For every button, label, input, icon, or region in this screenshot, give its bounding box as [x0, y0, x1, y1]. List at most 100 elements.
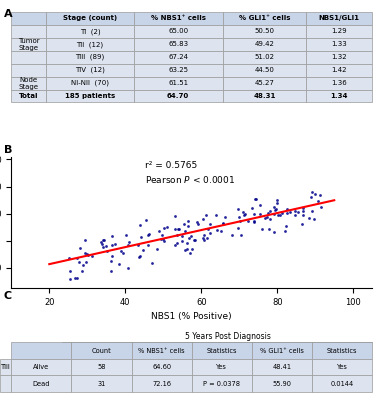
Point — [174, 240, 180, 246]
Point — [262, 215, 268, 222]
Point — [123, 231, 129, 238]
Point — [173, 242, 179, 248]
Point — [272, 207, 278, 214]
Point — [201, 236, 207, 243]
Point — [311, 216, 317, 222]
Point — [85, 252, 91, 258]
Point — [135, 242, 141, 248]
Point — [214, 227, 220, 234]
Point — [271, 210, 277, 217]
Point — [252, 196, 258, 202]
Point — [143, 217, 149, 223]
Point — [271, 204, 277, 210]
Point — [242, 211, 248, 218]
Point — [284, 210, 290, 216]
X-axis label: NBS1 (% Positive): NBS1 (% Positive) — [152, 312, 232, 321]
Point — [192, 237, 198, 244]
Point — [300, 212, 306, 218]
Point — [100, 236, 106, 243]
Point — [306, 214, 312, 221]
Point — [137, 253, 143, 259]
Point — [238, 231, 244, 238]
Point — [112, 241, 118, 248]
Point — [273, 206, 279, 213]
Point — [160, 235, 166, 242]
Point — [159, 232, 165, 238]
Point — [185, 218, 191, 224]
Point — [116, 260, 122, 267]
Point — [188, 232, 194, 239]
Point — [104, 247, 110, 254]
Point — [282, 228, 288, 234]
Point — [200, 232, 206, 238]
Point — [184, 240, 190, 246]
Point — [179, 233, 185, 239]
Point — [89, 252, 95, 259]
Point — [200, 216, 206, 222]
Point — [266, 226, 272, 232]
Point — [274, 196, 280, 203]
Point — [99, 241, 105, 248]
Point — [187, 249, 193, 256]
Point — [179, 238, 185, 245]
Point — [67, 268, 73, 274]
Text: A: A — [4, 9, 12, 19]
Point — [82, 237, 88, 244]
Point — [76, 259, 82, 266]
Point — [156, 228, 162, 234]
Point — [277, 212, 284, 218]
Point — [308, 194, 314, 200]
Point — [315, 198, 321, 204]
Text: 5 Years Post Diagnosis: 5 Years Post Diagnosis — [185, 332, 271, 341]
Point — [99, 239, 105, 245]
Point — [83, 259, 89, 266]
Point — [294, 209, 300, 216]
Point — [265, 210, 271, 216]
Text: C: C — [4, 291, 12, 301]
Point — [140, 247, 146, 253]
Point — [67, 275, 73, 282]
Point — [237, 218, 243, 224]
Point — [125, 264, 131, 271]
Point — [146, 231, 152, 237]
Point — [185, 222, 191, 229]
Point — [173, 226, 179, 232]
Point — [100, 244, 106, 250]
Point — [240, 209, 246, 216]
Point — [126, 239, 132, 245]
Point — [222, 214, 228, 220]
Point — [309, 189, 315, 195]
Point — [184, 246, 190, 252]
Point — [267, 216, 273, 222]
Point — [271, 229, 277, 235]
Point — [287, 208, 293, 215]
Point — [251, 218, 257, 224]
Point — [291, 208, 297, 214]
Point — [245, 218, 251, 224]
Point — [103, 243, 109, 250]
Point — [300, 205, 306, 212]
Point — [72, 275, 78, 282]
Point — [138, 234, 144, 240]
Point — [318, 204, 324, 211]
Point — [109, 252, 115, 259]
Text: r² = 0.5765: r² = 0.5765 — [145, 161, 197, 170]
Point — [191, 237, 197, 243]
Point — [66, 254, 72, 261]
Point — [186, 235, 192, 242]
Point — [77, 245, 83, 252]
Point — [249, 205, 255, 212]
Point — [229, 232, 235, 238]
Point — [176, 226, 182, 232]
Point — [236, 214, 242, 221]
Point — [176, 226, 182, 232]
Point — [283, 223, 289, 229]
Point — [235, 206, 241, 212]
Point — [205, 235, 211, 241]
Point — [145, 242, 151, 248]
Point — [84, 251, 90, 258]
Point — [257, 211, 263, 217]
Point — [317, 192, 323, 199]
Point — [79, 268, 85, 274]
Point — [149, 260, 155, 266]
